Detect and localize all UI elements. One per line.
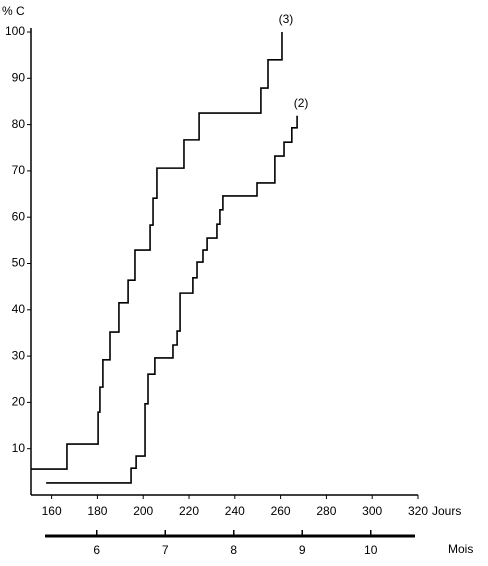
x2-tick-label: 10 [364, 543, 378, 557]
y-axis-label: % C [2, 4, 25, 18]
step-line [31, 32, 283, 470]
x-axis-label: Jours [432, 504, 461, 518]
x-tick-label: 200 [133, 504, 153, 518]
x2-axis-label: Mois [448, 542, 473, 556]
x-tick-label: 300 [362, 504, 382, 518]
y-tick-label: 20 [12, 395, 26, 409]
y-tick-label: 30 [12, 348, 26, 362]
step-line [46, 115, 298, 484]
series-label: (2) [294, 96, 309, 110]
x2-tick-label: 8 [230, 543, 237, 557]
x-tick-label: 240 [225, 504, 245, 518]
series-label: (3) [279, 12, 294, 26]
y-tick-label: 60 [12, 209, 26, 223]
x2-tick-label: 6 [93, 543, 100, 557]
x2-tick-label: 9 [299, 543, 306, 557]
y-tick-label: 90 [12, 70, 26, 84]
x-tick-label: 160 [42, 504, 62, 518]
x2-tick-label: 7 [162, 543, 169, 557]
y-tick-label: 50 [12, 256, 26, 270]
x-tick-label: 280 [316, 504, 336, 518]
y-tick-label: 70 [12, 163, 26, 177]
x-tick-label: 260 [271, 504, 291, 518]
y-tick-label: 80 [12, 117, 26, 131]
y-tick-label: 100 [5, 24, 25, 38]
x-tick-label: 220 [179, 504, 199, 518]
y-tick-label: 10 [12, 441, 26, 455]
x-tick-label: 180 [87, 504, 107, 518]
y-tick-label: 40 [12, 302, 26, 316]
x-tick-label: 320 [408, 504, 428, 518]
